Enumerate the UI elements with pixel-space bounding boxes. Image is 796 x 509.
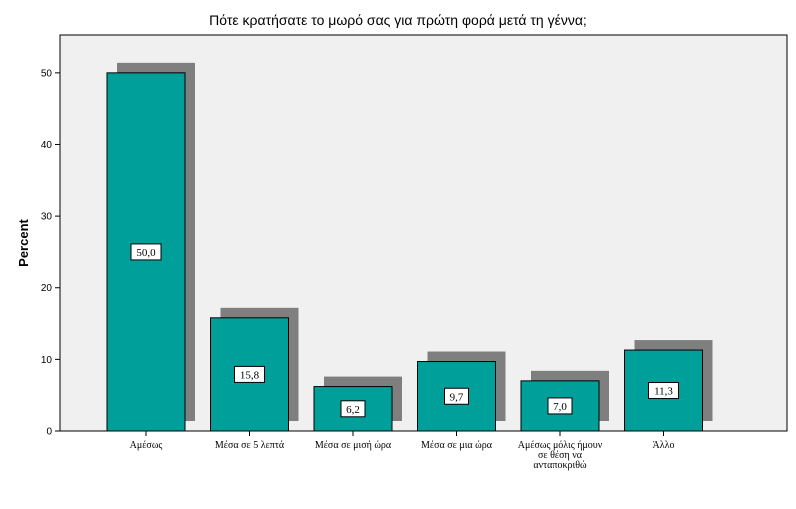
data-label-box xyxy=(340,400,366,418)
y-axis: 0 10 20 30 40 50 xyxy=(41,68,60,438)
bars: 50,0 15,8 6,2 9,7 7,0 11,3 xyxy=(106,62,713,432)
data-label-box xyxy=(547,397,573,415)
chart-title: Πότε κρατήσατε το μωρό σας για πρώτη φορ… xyxy=(209,12,587,28)
data-label: 50,0 xyxy=(136,247,156,259)
y-tick-label: 30 xyxy=(41,212,53,223)
y-tick-label: 0 xyxy=(46,427,52,438)
x-tick-label: Μέσα σε μισή ώρα xyxy=(315,440,392,451)
x-tick-label: ανταποκριθώ xyxy=(533,460,587,471)
data-label-box xyxy=(234,365,265,383)
data-label-box xyxy=(444,387,469,405)
x-tick-label: Μέσα σε μια ώρα xyxy=(421,440,493,451)
data-label: 9,7 xyxy=(450,391,464,403)
y-tick-label: 40 xyxy=(41,140,53,151)
y-tick-label: 50 xyxy=(41,68,53,79)
data-label-box xyxy=(648,382,679,400)
data-label: 11,3 xyxy=(654,386,673,398)
data-label-box xyxy=(130,243,162,261)
y-tick-label: 20 xyxy=(41,283,53,294)
x-tick-label: Αμέσως μόλις ήμουν xyxy=(518,440,603,451)
data-label: 7,0 xyxy=(553,401,567,413)
y-tick-label: 10 xyxy=(41,355,53,366)
x-axis: Αμέσως Μέσα σε 5 λεπτά Μέσα σε μισή ώρα Μέσ… xyxy=(130,431,675,471)
data-label: 6,2 xyxy=(346,404,360,416)
x-tick-label: Μέσα σε 5 λεπτά xyxy=(215,440,285,451)
x-tick-label: σε θέση να xyxy=(538,450,583,461)
data-label: 15,8 xyxy=(240,369,260,381)
y-axis-title: Percent xyxy=(16,218,31,266)
x-tick-label: Αμέσως xyxy=(130,440,163,451)
x-tick-label: Άλλο xyxy=(653,440,675,451)
